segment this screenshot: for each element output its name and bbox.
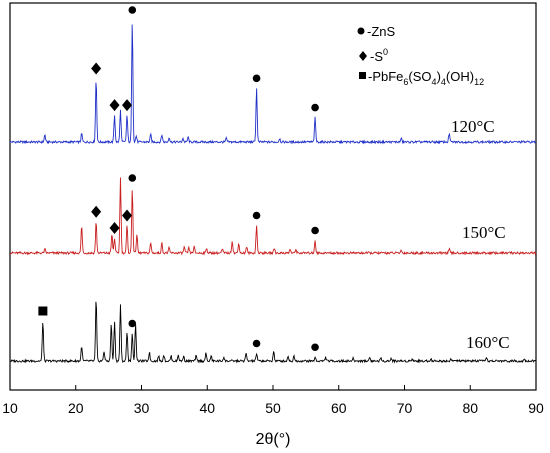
legend-pbfe-text: -PbFe <box>368 69 403 84</box>
x-tick-label: 80 <box>462 400 478 416</box>
x-tick-label: 20 <box>68 400 84 416</box>
legend-square-icon <box>359 72 366 79</box>
peak-marker-circle <box>311 343 319 352</box>
peak-marker-circle <box>128 174 137 182</box>
peak-marker-circle <box>252 211 261 220</box>
legend-znS: -ZnS <box>367 24 396 39</box>
x-tick-label: 90 <box>528 400 544 416</box>
peak-marker-circle <box>128 319 137 328</box>
peak-marker-circle <box>311 103 319 112</box>
peak-marker-circle <box>128 6 137 14</box>
peak-marker-square <box>38 306 48 316</box>
peak-marker-diamond <box>91 205 102 218</box>
legend-diamond-icon <box>359 51 367 61</box>
peak-marker-diamond <box>122 209 133 222</box>
svg-text:-S0: -S0 <box>370 47 388 64</box>
legend: -ZnS -S0 -PbFe6(SO4)4(OH)12 <box>357 24 484 87</box>
peak-marker-circle <box>252 74 261 83</box>
x-tick-label: 50 <box>265 400 281 416</box>
plot-frame <box>9 2 537 391</box>
svg-text:-PbFe6(SO4)4(OH)12: -PbFe6(SO4)4(OH)12 <box>368 69 484 87</box>
legend-s0-text: -S <box>370 49 383 64</box>
x-tick-label: 60 <box>331 400 347 416</box>
series-line-120 <box>9 24 537 145</box>
legend-circle-icon <box>357 27 365 35</box>
peak-marker-circle <box>252 339 261 348</box>
x-axis-title: 2θ(°) <box>256 431 291 448</box>
peak-marker-circle <box>311 226 319 235</box>
x-tick-label: 70 <box>397 400 413 416</box>
series-label-150: 150°C <box>462 223 506 242</box>
peak-marker-diamond <box>109 99 120 112</box>
x-tick-label: 30 <box>134 400 150 416</box>
series-label-160: 160°C <box>466 333 510 352</box>
x-tick-label: 10 <box>2 400 18 416</box>
series-label-120: 120°C <box>451 117 495 136</box>
peak-marker-diamond <box>109 222 120 234</box>
x-tick-label: 40 <box>199 400 215 416</box>
series-line-150 <box>9 177 537 256</box>
peak-marker-diamond <box>122 99 133 112</box>
legend-s0-sup: 0 <box>383 47 388 57</box>
peak-marker-diamond <box>91 62 102 75</box>
series-line-160 <box>9 301 537 364</box>
